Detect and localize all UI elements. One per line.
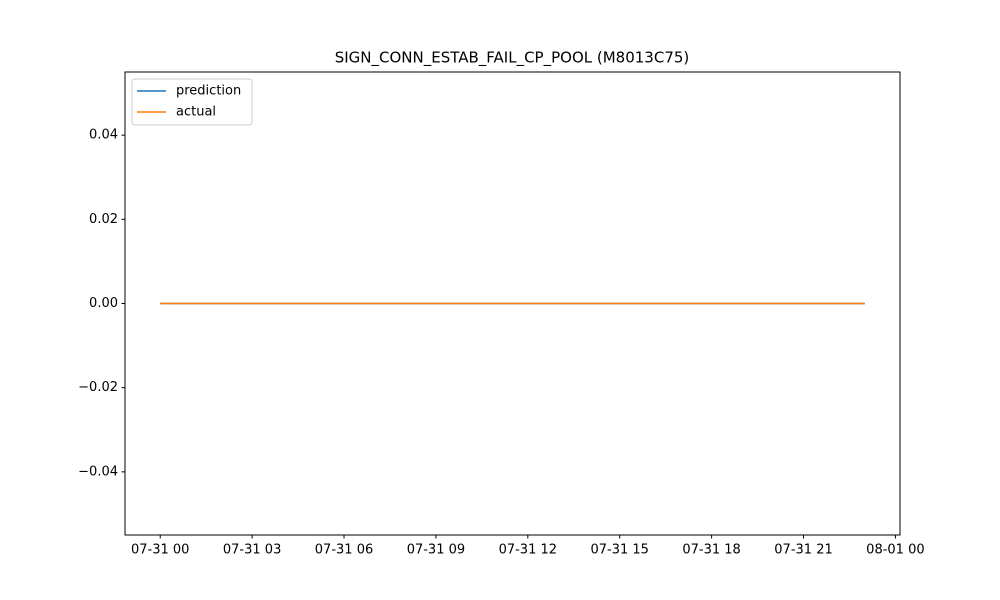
y-tick-label: 0.02 [89,212,118,227]
plot-frame [124,71,901,536]
x-tick-label: 07-31 12 [499,543,557,558]
x-tick-label: 08-01 00 [866,543,924,558]
x-tick-label: 07-31 15 [590,543,648,558]
x-tick-label: 07-31 21 [774,543,832,558]
y-tick-label: −0.02 [78,380,118,395]
x-tick-label: 07-31 09 [407,543,465,558]
y-tick-label: 0.00 [89,296,118,311]
chart-title: SIGN_CONN_ESTAB_FAIL_CP_POOL (M8013C75) [335,49,690,68]
x-tick-label: 07-31 18 [682,543,740,558]
x-tick-label: 07-31 06 [315,543,373,558]
x-tick-label: 07-31 03 [223,543,281,558]
legend-label: prediction [176,84,241,99]
y-tick-label: −0.04 [78,464,118,479]
x-tick-label: 07-31 00 [131,543,189,558]
y-tick-label: 0.04 [89,128,118,143]
legend-label: actual [176,105,216,120]
